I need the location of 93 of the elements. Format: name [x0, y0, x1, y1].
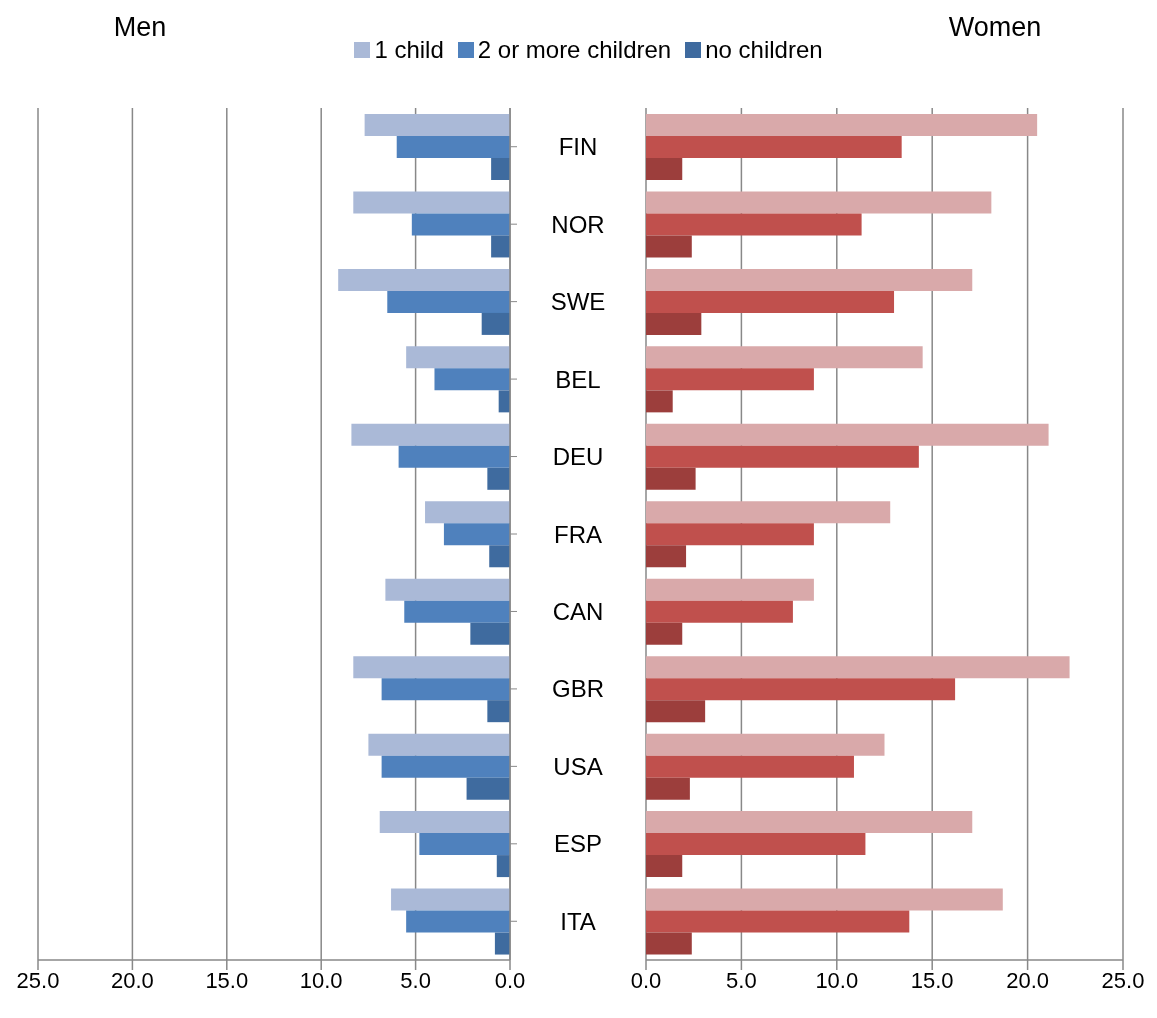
- bar: [491, 158, 510, 180]
- bar: [364, 114, 510, 136]
- bar: [646, 390, 673, 413]
- x-tick-label: 5.0: [726, 967, 757, 993]
- y-tick-label: GBR: [551, 675, 605, 703]
- x-tick-label: 25.0: [1101, 967, 1145, 993]
- bar: [487, 700, 510, 723]
- bar: [646, 700, 706, 723]
- bar: [494, 932, 510, 955]
- bar: [396, 136, 510, 158]
- bar: [646, 290, 895, 313]
- bar: [398, 445, 510, 468]
- bar: [646, 235, 692, 258]
- y-tick-label: SWE: [550, 288, 606, 316]
- bar: [646, 910, 910, 933]
- bar: [425, 501, 510, 524]
- x-tick-label: 20.0: [1006, 967, 1050, 993]
- bar: [434, 368, 510, 391]
- bar: [646, 545, 687, 568]
- y-tick-label: ESP: [553, 830, 603, 858]
- bar: [466, 777, 510, 800]
- bar: [646, 445, 919, 468]
- x-tick-label: 15.0: [205, 967, 249, 993]
- bar: [646, 423, 1049, 446]
- bar: [646, 158, 683, 180]
- bar: [496, 855, 510, 878]
- bar: [351, 423, 510, 446]
- bar: [646, 578, 814, 601]
- bar: [391, 888, 510, 911]
- legend-label: 1 child: [374, 36, 444, 64]
- bar: [646, 600, 793, 623]
- bar: [411, 213, 510, 236]
- bar: [646, 501, 891, 524]
- bar: [470, 622, 510, 645]
- bar: [379, 811, 510, 834]
- bar: [646, 855, 683, 878]
- y-tick-label: USA: [553, 752, 603, 780]
- x-tick-label: 20.0: [110, 967, 154, 993]
- bar: [443, 523, 510, 546]
- bar: [646, 811, 973, 834]
- legend-label: 2 or more children: [477, 36, 672, 64]
- bar: [646, 213, 862, 236]
- bar: [406, 346, 510, 369]
- bar: [353, 656, 510, 679]
- chart-title: Women: [947, 12, 1043, 43]
- bar: [646, 932, 692, 955]
- bar: [646, 368, 814, 391]
- bar: [353, 191, 510, 214]
- bar: [646, 733, 885, 756]
- bar: [646, 678, 956, 701]
- x-tick-label: 0.0: [494, 967, 526, 993]
- bar: [646, 268, 973, 291]
- y-tick-label: FRA: [554, 520, 602, 548]
- bar: [646, 622, 683, 645]
- y-tick-label: DEU: [552, 443, 604, 471]
- bar: [489, 545, 510, 568]
- bar: [381, 678, 510, 701]
- x-tick-label: 5.0: [400, 967, 431, 993]
- y-tick-label: BEL: [555, 365, 601, 393]
- bar: [646, 467, 696, 490]
- bar: [646, 312, 702, 335]
- x-tick-label: 10.0: [815, 967, 859, 993]
- x-tick-label: 0.0: [630, 967, 662, 993]
- x-tick-label: 25.0: [16, 967, 60, 993]
- bar: [646, 755, 854, 778]
- y-tick-label: CAN: [552, 597, 604, 625]
- bar: [491, 235, 510, 258]
- x-tick-label: 10.0: [299, 967, 343, 993]
- bar: [646, 833, 866, 856]
- bar: [487, 467, 510, 490]
- bar: [481, 312, 510, 335]
- chart-title: Men: [112, 12, 168, 43]
- bar: [646, 191, 992, 214]
- bar: [646, 888, 1003, 911]
- bar: [406, 910, 510, 933]
- bar: [646, 656, 1070, 679]
- bar: [646, 346, 923, 369]
- x-tick-label: 15.0: [910, 967, 954, 993]
- y-tick-label: ITA: [560, 907, 596, 935]
- bar: [646, 114, 1038, 136]
- bar: [381, 755, 510, 778]
- bar: [368, 733, 510, 756]
- bar: [385, 578, 510, 601]
- bar: [419, 833, 510, 856]
- y-tick-label: NOR: [551, 210, 605, 238]
- legend-label: no children: [705, 36, 823, 64]
- bar: [646, 136, 902, 158]
- bar: [646, 777, 690, 800]
- bar: [404, 600, 510, 623]
- bar: [387, 290, 510, 313]
- y-tick-label: FIN: [558, 133, 598, 161]
- bar: [338, 268, 510, 291]
- bar: [646, 523, 814, 546]
